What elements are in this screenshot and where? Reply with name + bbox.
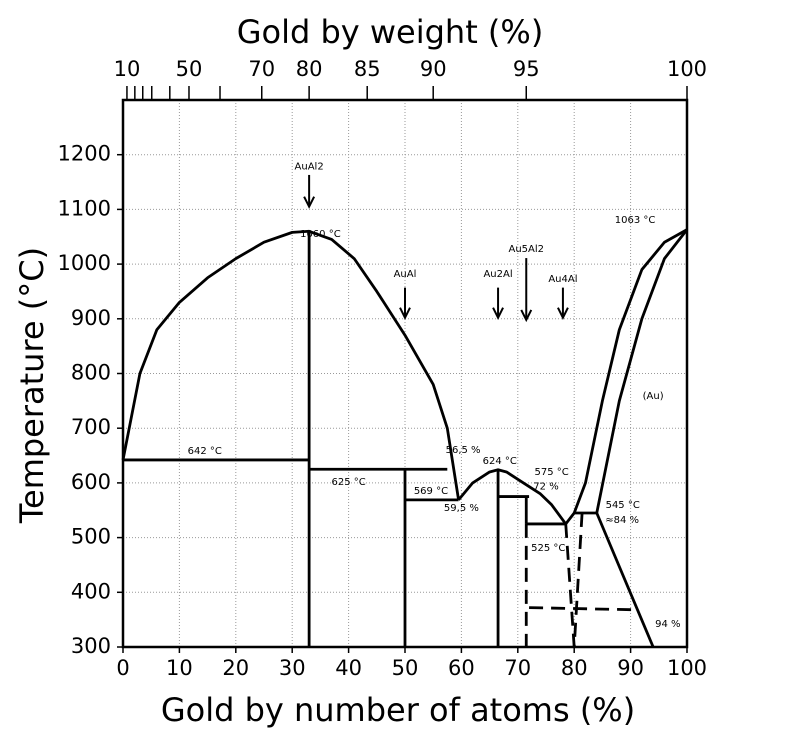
x-tick-label: 60 — [448, 656, 475, 680]
y-axis-title: Temperature (°C) — [13, 247, 51, 524]
annotation: AuAl2 — [295, 162, 324, 173]
annotation: 59,5 % — [444, 503, 479, 514]
annotation: 624 °C — [483, 456, 517, 467]
arrow-head — [520, 309, 533, 323]
phase-boundary — [564, 228, 688, 525]
phase-boundary — [595, 228, 689, 514]
y-tick-label: 600 — [71, 470, 111, 494]
y-tick-label: 400 — [71, 579, 111, 603]
annotation: Au4Al — [548, 274, 577, 285]
phase-boundary — [457, 468, 567, 525]
x-tick-label: 0 — [116, 656, 129, 680]
annotation: AuAl — [394, 269, 417, 280]
x2-tick-label: 85 — [354, 57, 381, 81]
annotation: 642 °C — [188, 446, 222, 457]
arrow-head — [303, 196, 316, 209]
annotation: ≈84 % — [605, 515, 639, 526]
y-tick-label: 300 — [71, 634, 111, 658]
top-axis-title: Gold by weight (%) — [237, 13, 544, 51]
annotation: (Au) — [643, 391, 664, 402]
phase-boundary — [572, 512, 584, 648]
x2-tick-label: 70 — [248, 57, 275, 81]
annotation: 72 % — [533, 482, 558, 493]
y-tick-label: 500 — [71, 525, 111, 549]
x2-tick-label: 100 — [667, 57, 707, 81]
annotation: 625 °C — [331, 477, 365, 488]
phase-boundary — [529, 606, 637, 612]
phase-boundary — [564, 523, 576, 648]
x-tick-label: 70 — [504, 656, 531, 680]
y-tick-label: 1000 — [58, 251, 111, 275]
x-tick-label: 90 — [617, 656, 644, 680]
x-tick-label: 20 — [222, 656, 249, 680]
y-tick-label: 1100 — [58, 196, 111, 220]
x-tick-label: 10 — [166, 656, 193, 680]
x-tick-label: 50 — [392, 656, 419, 680]
x-tick-label: 40 — [335, 656, 362, 680]
x2-tick-label: 90 — [420, 57, 447, 81]
x2-tick-label: 80 — [296, 57, 323, 81]
annotation: 569 °C — [414, 486, 448, 497]
x-tick-label: 80 — [561, 656, 588, 680]
phase-boundary — [121, 229, 460, 501]
x-axis-title: Gold by number of atoms (%) — [161, 691, 635, 729]
annotation: 525 °C — [531, 543, 565, 554]
annotation: Au2Al — [483, 269, 512, 280]
annotation: 56,5 % — [446, 445, 481, 456]
annotation: 1060 °C — [300, 229, 341, 240]
x-tick-label: 100 — [667, 656, 707, 680]
annotation: 575 °C — [535, 467, 569, 478]
x-tick-label: 30 — [279, 656, 306, 680]
arrow-head — [557, 307, 569, 320]
x2-tick-label: 50 — [176, 57, 203, 81]
annotation: Au5Al2 — [508, 244, 544, 255]
phase-boundary — [595, 512, 655, 648]
annotation: 1063 °C — [615, 215, 656, 226]
y-tick-label: 800 — [71, 361, 111, 385]
y-tick-label: 700 — [71, 415, 111, 439]
x2-tick-label: 10 — [114, 57, 141, 81]
annotation: 545 °C — [606, 500, 640, 511]
y-tick-label: 900 — [71, 306, 111, 330]
y-tick-label: 1200 — [58, 142, 111, 166]
arrow-head — [492, 307, 504, 320]
x2-tick-label: 95 — [513, 57, 540, 81]
arrow-head — [399, 307, 411, 320]
annotation: 94 % — [655, 619, 680, 630]
